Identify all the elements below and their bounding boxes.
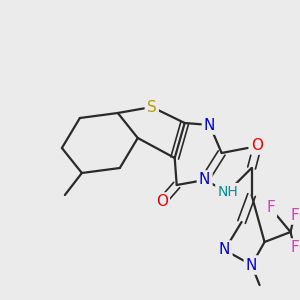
Text: N: N xyxy=(246,257,257,272)
Text: NH: NH xyxy=(217,185,238,199)
Text: N: N xyxy=(219,242,230,257)
Text: N: N xyxy=(204,118,215,133)
Text: F: F xyxy=(290,241,299,256)
Text: O: O xyxy=(252,137,264,152)
Text: F: F xyxy=(290,208,299,223)
Text: N: N xyxy=(199,172,210,188)
Text: S: S xyxy=(147,100,157,115)
Text: F: F xyxy=(266,200,275,215)
Text: O: O xyxy=(156,194,168,209)
